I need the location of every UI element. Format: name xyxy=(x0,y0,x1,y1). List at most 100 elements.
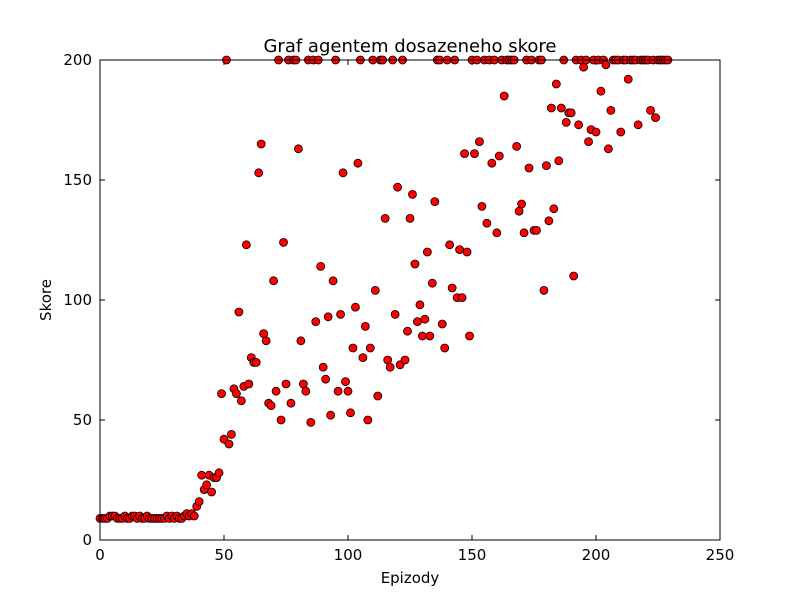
data-point xyxy=(544,216,554,226)
data-point xyxy=(445,240,455,250)
data-point xyxy=(321,374,331,384)
data-point xyxy=(351,302,360,312)
data-point xyxy=(447,283,457,293)
x-tick-label: 50 xyxy=(214,546,233,564)
data-point xyxy=(286,398,296,408)
data-point xyxy=(420,314,430,324)
data-point xyxy=(514,206,524,216)
data-point xyxy=(462,247,472,257)
data-point xyxy=(296,336,306,346)
y-tick-label: 0 xyxy=(82,531,92,549)
data-point xyxy=(341,377,350,387)
data-point xyxy=(251,357,261,367)
data-point xyxy=(623,74,633,84)
data-point xyxy=(197,470,207,480)
data-point xyxy=(363,415,373,425)
data-point xyxy=(214,468,224,478)
x-axis-label: Epizody xyxy=(381,569,440,587)
data-point xyxy=(606,106,616,115)
data-point xyxy=(569,271,579,281)
data-point xyxy=(524,163,534,173)
axis-ticks: 0 50 100 150 200 250 0 50 100 150 200 xyxy=(63,51,734,564)
data-point xyxy=(241,240,251,250)
data-point xyxy=(348,343,358,353)
data-point xyxy=(328,276,338,286)
data-point xyxy=(269,276,279,286)
data-point xyxy=(546,103,556,113)
data-points xyxy=(95,55,673,523)
data-point xyxy=(301,386,311,396)
data-point xyxy=(477,201,487,211)
data-point xyxy=(383,355,393,365)
data-point xyxy=(202,480,212,490)
x-tick-label: 250 xyxy=(706,546,735,564)
data-point xyxy=(236,396,246,406)
data-point xyxy=(633,120,643,130)
x-tick-label: 200 xyxy=(582,546,611,564)
data-point xyxy=(271,386,281,396)
data-point xyxy=(470,149,479,159)
data-point xyxy=(293,144,303,154)
data-point xyxy=(549,204,559,214)
y-tick-label: 100 xyxy=(63,291,92,309)
x-tick-label: 100 xyxy=(334,546,363,564)
data-point xyxy=(455,245,465,255)
chart-title: Graf agentem dosazeneho skore xyxy=(263,36,556,57)
data-point xyxy=(338,168,348,178)
data-point xyxy=(494,151,504,161)
data-point xyxy=(333,386,343,396)
data-point xyxy=(561,118,571,127)
data-point xyxy=(343,386,353,396)
data-point xyxy=(405,213,415,223)
data-point xyxy=(373,391,383,401)
data-point xyxy=(400,355,410,365)
data-point xyxy=(440,343,450,353)
data-point xyxy=(365,343,375,353)
data-point xyxy=(574,120,584,130)
data-point xyxy=(224,439,234,449)
data-point xyxy=(403,326,412,336)
data-point xyxy=(457,293,467,303)
data-point xyxy=(393,182,403,192)
data-point xyxy=(616,127,626,137)
data-point xyxy=(519,228,529,238)
data-point xyxy=(410,259,420,269)
data-point xyxy=(318,362,328,372)
data-point xyxy=(390,309,400,319)
data-point xyxy=(231,389,241,399)
data-point xyxy=(346,408,355,418)
data-point xyxy=(601,60,611,70)
data-point xyxy=(261,336,271,346)
data-point xyxy=(298,379,308,389)
data-point xyxy=(360,321,370,331)
plot-area-frame xyxy=(99,59,721,541)
data-point xyxy=(437,319,447,329)
data-point xyxy=(422,247,432,257)
data-point xyxy=(279,237,288,247)
data-point xyxy=(189,511,199,521)
data-point xyxy=(427,278,437,288)
data-point xyxy=(417,331,427,341)
data-point xyxy=(651,113,660,122)
data-point xyxy=(358,353,368,363)
data-point xyxy=(326,410,336,420)
data-point xyxy=(194,497,204,507)
data-point xyxy=(276,415,286,425)
data-point xyxy=(266,401,276,411)
data-point xyxy=(244,379,254,389)
data-point xyxy=(604,144,613,154)
data-point xyxy=(579,62,588,72)
data-point xyxy=(385,362,395,372)
data-point xyxy=(336,309,345,319)
data-point xyxy=(207,487,217,497)
data-point xyxy=(646,106,655,115)
data-point xyxy=(517,199,526,209)
y-axis-label: Skore xyxy=(37,279,55,321)
data-point xyxy=(306,417,316,427)
y-tick-label: 50 xyxy=(73,411,92,429)
data-point xyxy=(482,218,492,228)
data-point xyxy=(425,331,435,341)
x-tick-label: 150 xyxy=(458,546,487,564)
data-point xyxy=(487,158,497,168)
